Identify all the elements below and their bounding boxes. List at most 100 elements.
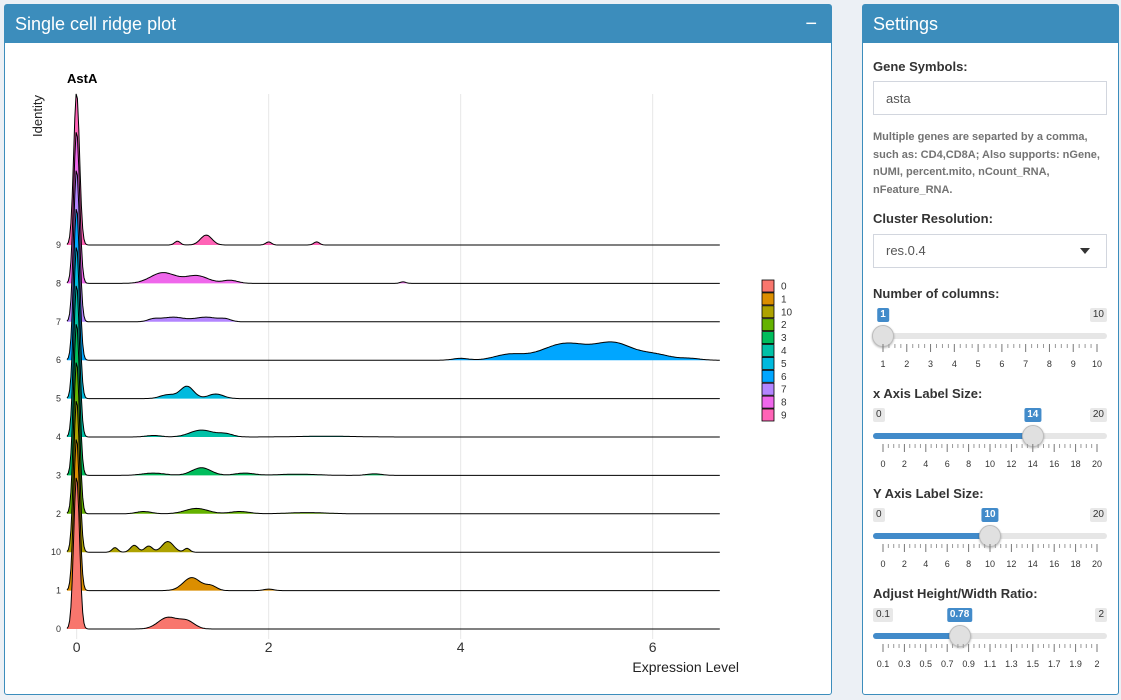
ridge-line-9	[66, 93, 720, 246]
slider-tick-label: 7	[1023, 359, 1028, 369]
gene-symbols-label: Gene Symbols:	[873, 59, 968, 74]
slider-tick-label: 4	[923, 559, 928, 569]
legend-label: 8	[781, 398, 787, 409]
y-tick-label: 5	[56, 394, 61, 404]
y-tick-label: 6	[56, 355, 61, 365]
y-axis-label-size-label: Y Axis Label Size:	[873, 486, 984, 501]
slider-tick-label: 4	[952, 359, 957, 369]
y-tick-label: 7	[56, 317, 61, 327]
num-columns-label: Number of columns:	[873, 286, 1000, 301]
slider-tick-label: 2	[904, 359, 909, 369]
legend-key	[761, 382, 775, 396]
slider-tick-label: 14	[1028, 559, 1038, 569]
legend-key	[761, 279, 775, 293]
y-tick-label: 4	[56, 432, 61, 442]
ridge-line-0	[66, 477, 720, 630]
legend-label: 10	[781, 307, 793, 318]
slider-tick-label: 10	[985, 559, 995, 569]
ridge-line-5	[66, 247, 720, 400]
slider-handle[interactable]	[948, 625, 971, 647]
ridge-line-10	[66, 400, 720, 553]
settings-panel: Settings Gene Symbols: Multiple genes ar…	[862, 4, 1119, 695]
slider-tick-label: 6	[945, 459, 950, 469]
slider-value-label: 14	[1024, 408, 1042, 422]
slider-tick-label: 0.7	[941, 659, 954, 669]
height-width-ratio-slider[interactable]: 0.1 2 0.78 0.1 0.3 0.5 0.7 0.9 1.1 1.3 1.5 1.7 1.9 2	[873, 608, 1109, 678]
legend-key	[761, 344, 775, 357]
chart-title: AstA	[67, 71, 98, 86]
gene-symbols-help: Multiple genes are separted by a comma, …	[873, 131, 1100, 196]
minus-icon[interactable]: −	[805, 13, 817, 35]
legend-key	[761, 292, 775, 306]
slider-tick-label: 1.9	[1069, 659, 1082, 669]
slider-ticks: 0 2 4 6 8 10 12 14 16 18 20	[880, 544, 1102, 569]
slider-tick-label: 0.1	[877, 659, 890, 669]
slider-min-label: 0	[873, 508, 885, 522]
slider-tick-label: 5	[976, 359, 981, 369]
y-axis-title: Identity	[30, 95, 45, 137]
slider-tick-label: 18	[1071, 459, 1081, 469]
x-tick-label: 0	[73, 639, 81, 655]
slider-tick-label: 8	[1047, 359, 1052, 369]
legend-key	[761, 318, 775, 332]
x-axis-label-size-slider[interactable]: 0 20 14 0 2 4 6 8 10 12 14 16 18 20	[873, 408, 1109, 478]
slider-max-label: 20	[1089, 408, 1107, 422]
slider-tick-label: 16	[1049, 559, 1059, 569]
y-tick-label: 9	[56, 240, 61, 250]
y-tick-label: 0	[56, 624, 61, 634]
slider-tick-label: 1.3	[1005, 659, 1018, 669]
x-axis-title: Expression Level	[632, 659, 739, 675]
slider-tick-label: 10	[985, 459, 995, 469]
ridge-line-2	[66, 362, 720, 515]
y-tick-label: 1	[56, 586, 61, 596]
legend-label: 9	[781, 411, 787, 422]
slider-fill	[873, 433, 1033, 439]
slider-tick-label: 0.9	[962, 659, 975, 669]
slider-tick-label: 12	[1006, 459, 1016, 469]
y-tick-label: 2	[56, 509, 61, 519]
ridge-area-2	[67, 362, 720, 514]
plot-panel-header: Single cell ridge plot −	[5, 5, 831, 43]
slider-ticks: 0.1 0.3 0.5 0.7 0.9 1.1 1.3 1.5 1.7 1.9 2	[877, 644, 1100, 669]
ridge-line-4	[66, 285, 720, 438]
y-axis-label-size-slider[interactable]: 0 20 10 0 2 4 6 8 10 12 14 16 18 20	[873, 508, 1109, 578]
cluster-resolution-value: res.0.4	[886, 243, 926, 258]
slider-min-label: 0.1	[873, 608, 893, 622]
slider-track[interactable]	[873, 633, 1107, 639]
slider-tick-label: 0	[880, 459, 885, 469]
legend-key	[761, 305, 775, 319]
slider-tick-label: 20	[1092, 559, 1102, 569]
ridge-area-1	[67, 439, 720, 591]
slider-tick-label: 4	[923, 459, 928, 469]
ridge-area-10	[67, 401, 720, 553]
legend-label: 1	[781, 294, 787, 305]
legend-key	[761, 356, 775, 370]
gene-symbols-input[interactable]	[873, 81, 1107, 115]
legend-key	[761, 369, 775, 383]
legend-label: 6	[781, 372, 787, 383]
slider-tick-label: 1.5	[1027, 659, 1040, 669]
slider-max-label: 10	[1089, 308, 1107, 322]
slider-tick-label: 8	[966, 559, 971, 569]
ridge-line-3	[66, 324, 720, 476]
slider-track[interactable]	[873, 333, 1107, 339]
slider-tick-label: 6	[945, 559, 950, 569]
cluster-resolution-select[interactable]: res.0.4	[873, 234, 1107, 268]
ridge-area-7	[67, 170, 720, 322]
legend-key	[761, 395, 775, 409]
ridge-line-7	[66, 170, 720, 323]
ridge-area-6	[67, 209, 720, 361]
slider-tick-label: 2	[902, 559, 907, 569]
plot-panel: Single cell ridge plot − 9 8 7 6 5 4 3 2 10 1 0 0 2 4…	[4, 4, 832, 695]
slider-tick-label: 0.3	[898, 659, 911, 669]
slider-ticks: 1 2 3 4 5 6 7 8 9 10	[880, 344, 1102, 369]
settings-panel-header: Settings	[863, 5, 1118, 43]
num-columns-slider[interactable]: 10 1 1 2 3 4 5 6 7 8 9 10	[872, 308, 1109, 378]
y-tick-label: 10	[51, 547, 61, 557]
slider-max-label: 2	[1095, 608, 1107, 622]
ridge-area-9	[67, 93, 720, 246]
legend-label: 5	[781, 359, 787, 370]
slider-tick-label: 10	[1092, 359, 1102, 369]
slider-max-label: 20	[1089, 508, 1107, 522]
